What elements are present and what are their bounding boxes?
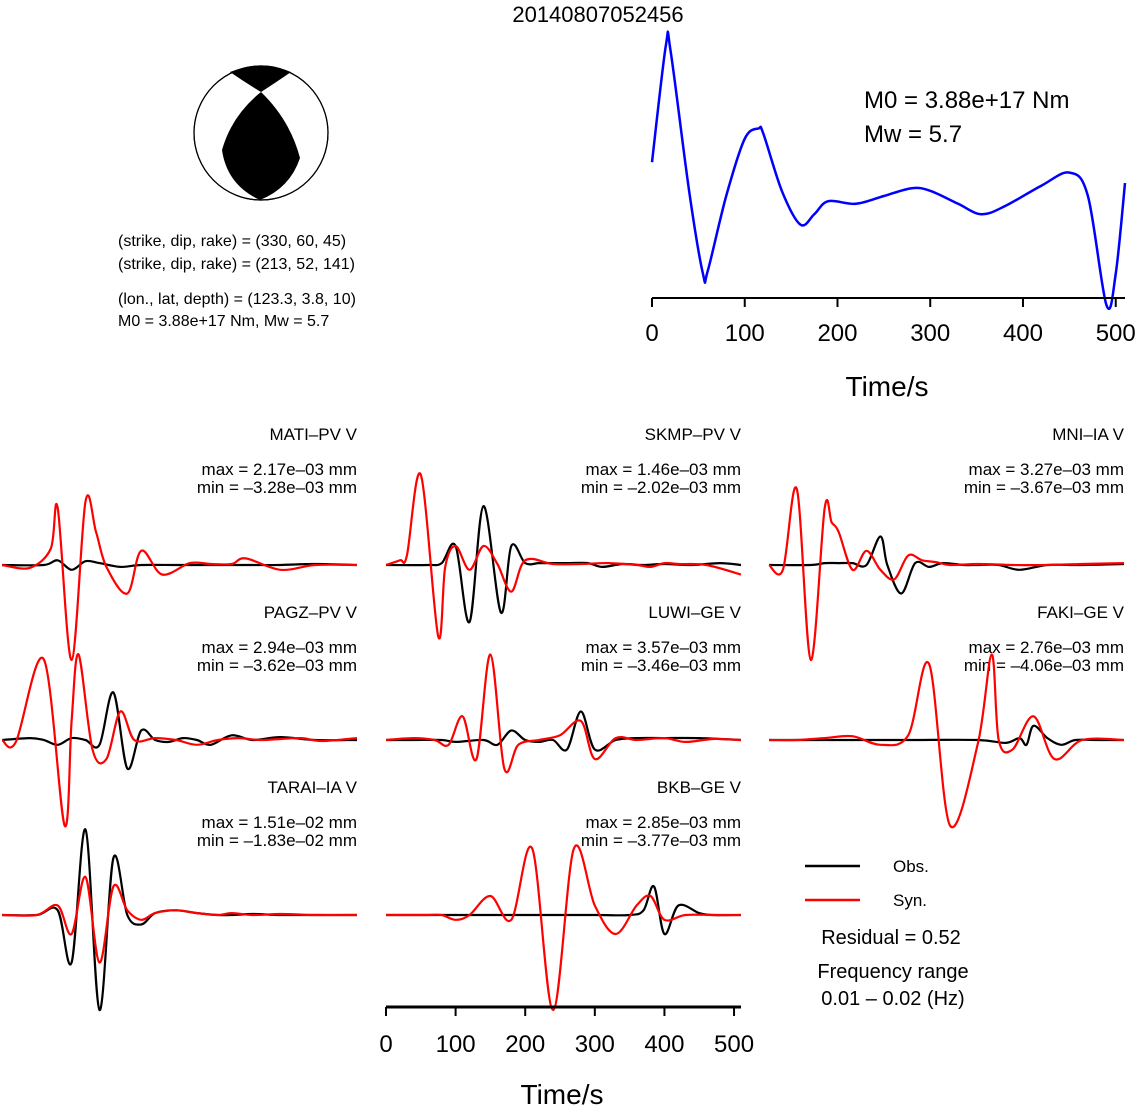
stf-tick-label: 300 [910, 320, 950, 347]
stf-tick-label: 0 [645, 320, 658, 347]
station-max: max = 2.94e–03 mm [202, 638, 357, 657]
obs-trace [1, 828, 357, 1012]
plane1-text: (strike, dip, rake) = (330, 60, 45) [118, 233, 346, 250]
residual-text: Residual = 0.52 [821, 927, 961, 949]
station-min: min = –2.02e–03 mm [581, 478, 741, 497]
station-name: TARAI–IA V [268, 778, 358, 797]
stf-tick-label: 200 [817, 320, 857, 347]
stf-tick-label: 500 [1096, 320, 1136, 347]
station-min: min = –3.62e–03 mm [197, 656, 357, 675]
obs-trace [768, 724, 1124, 747]
beachball [193, 65, 329, 201]
plane2-text: (strike, dip, rake) = (213, 52, 141) [118, 256, 355, 273]
station-max: max = 2.76e–03 mm [969, 638, 1124, 657]
legend-obs-label: Obs. [893, 857, 929, 876]
legend-syn-label: Syn. [893, 891, 927, 910]
wave-tick-label: 100 [436, 1031, 476, 1058]
stf-mw-text: Mw = 5.7 [864, 121, 962, 148]
station-min: min = –3.67e–03 mm [964, 478, 1124, 497]
station-min: min = –1.83e–02 mm [197, 831, 357, 850]
station-max: max = 2.17e–03 mm [202, 460, 357, 479]
syn-trace [386, 844, 741, 1012]
station-max: max = 3.27e–03 mm [969, 460, 1124, 479]
station-min: min = –3.77e–03 mm [581, 831, 741, 850]
stf-curve [650, 30, 1127, 310]
syn-trace [1, 875, 358, 964]
station-max: max = 3.57e–03 mm [586, 638, 741, 657]
syn-trace [1, 653, 358, 828]
legend: Obs. Syn. Residual = 0.52 Frequency rang… [805, 857, 969, 1010]
wave-tick-label: 400 [644, 1031, 684, 1058]
wave-tick-label: 0 [379, 1031, 392, 1058]
station-name: LUWI–GE V [648, 603, 741, 622]
syn-trace [768, 653, 1125, 829]
stf-m0-text: M0 = 3.88e+17 Nm [864, 87, 1069, 114]
wave-tick-label: 300 [575, 1031, 615, 1058]
station-name: MATI–PV V [269, 425, 357, 444]
station-max: max = 1.46e–03 mm [586, 460, 741, 479]
freq-range-text: 0.01 – 0.02 (Hz) [821, 988, 964, 1010]
stf-x-axis-label: Time/s [846, 371, 929, 402]
obs-trace [386, 885, 742, 936]
station-max: max = 2.85e–03 mm [586, 813, 741, 832]
station-name: MNI–IA V [1052, 425, 1124, 444]
station-min: min = –3.28e–03 mm [197, 478, 357, 497]
station-name: PAGZ–PV V [264, 603, 358, 622]
station-max: max = 1.51e–02 mm [202, 813, 357, 832]
wave-x-axis-label: Time/s [521, 1079, 604, 1106]
station-min: min = –3.46e–03 mm [581, 656, 741, 675]
station-min: min = –4.06e–03 mm [964, 656, 1124, 675]
wave-tick-label: 500 [714, 1031, 754, 1058]
station-name: BKB–GE V [657, 778, 742, 797]
stf-tick-label: 100 [725, 320, 765, 347]
obs-trace [768, 535, 1125, 595]
location-text: (lon., lat, depth) = (123.3, 3.8, 10) [118, 291, 356, 308]
wave-tick-label: 200 [505, 1031, 545, 1058]
freq-title-text: Frequency range [817, 961, 968, 983]
station-name: SKMP–PV V [645, 425, 742, 444]
stf-tick-label: 400 [1003, 320, 1043, 347]
obs-trace [385, 710, 742, 752]
stf-panel: 0 100 200 300 400 500 Time/s [645, 30, 1136, 402]
syn-trace [768, 486, 1125, 662]
obs-trace [1, 559, 358, 571]
moment-line-text: M0 = 3.88e+17 Nm, Mw = 5.7 [118, 313, 329, 330]
syn-trace [1, 494, 358, 662]
figure-title: 20140807052456 [512, 2, 683, 27]
syn-trace [385, 472, 742, 640]
station-name: FAKI–GE V [1037, 603, 1125, 622]
syn-trace [385, 653, 742, 774]
